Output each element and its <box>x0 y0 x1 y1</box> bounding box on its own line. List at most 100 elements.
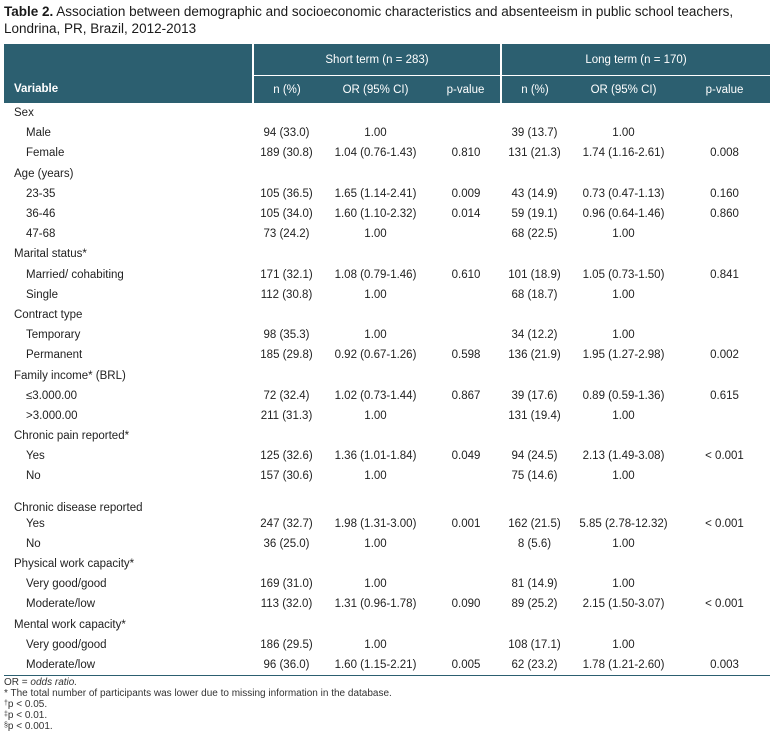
cell-or-short: 1.60 (1.10-2.32) <box>334 208 417 221</box>
cell-n-pct-long: 39 (17.6) <box>511 389 558 402</box>
cell-p-short <box>431 574 501 594</box>
cell-n-pct-long <box>501 305 568 325</box>
cell-p-long: < 0.001 <box>705 517 744 530</box>
cell-n-pct-long: 101 (18.9) <box>508 268 561 281</box>
cell-p-long: < 0.001 <box>705 598 744 611</box>
cell-or-short: 1.00 <box>364 288 387 301</box>
table-row: Married/ cohabiting 171 (32.1) 1.08 (0.79-… <box>4 265 770 285</box>
table-row: Moderate/low 113 (32.0) 1.31 (0.96-1.78) 0.… <box>4 594 770 614</box>
row-label: 23-35 <box>26 187 56 200</box>
cell-n-pct-long <box>501 365 568 385</box>
cell-p-short <box>431 164 501 184</box>
cell-n-pct-short: 247 (32.7) <box>260 517 313 530</box>
cell-or-short: 1.02 (0.73-1.44) <box>334 389 417 402</box>
cell-n-pct-long: 136 (21.9) <box>508 349 561 362</box>
cell-n-pct-short: 72 (32.4) <box>263 389 310 402</box>
cell-n-pct-short: 113 (32.0) <box>260 598 313 611</box>
cell-p-long: 0.841 <box>710 268 739 281</box>
footnote-or-italic: odds ratio. <box>30 677 78 688</box>
table-row: Female 189 (30.8) 1.04 (0.76-1.43) 0.810 131… <box>4 143 770 163</box>
cell-p-short <box>431 534 501 554</box>
table-footnotes: OR = odds ratio. * The total number of p… <box>4 677 764 732</box>
cell-or-long: 2.15 (1.50-3.07) <box>582 598 665 611</box>
cell-p-long <box>679 534 770 554</box>
cell-n-pct-short: 36 (25.0) <box>263 537 310 550</box>
row-label: Single <box>26 288 58 301</box>
cell-p-short: 0.610 <box>451 268 481 281</box>
header-or-short: OR (95% CI) <box>320 75 431 103</box>
footnote-p01: ‡p < 0.01. <box>4 710 764 721</box>
cell-n-pct-short: 105 (34.0) <box>260 208 313 221</box>
cell-n-pct-long: 43 (14.9) <box>511 187 558 200</box>
cell-p-short <box>431 123 501 143</box>
cell-p-short: 0.005 <box>431 654 501 677</box>
cell-n-pct-short <box>253 365 320 385</box>
cell-or-long <box>568 615 679 635</box>
category-label: Chronic disease reported <box>14 501 143 514</box>
cell-p-long <box>679 244 770 264</box>
table-body: Sex Male 94 (33.0) 1.00 39 (13.7) 1.00 Female 1… <box>4 103 770 677</box>
table-row: 36-46 105 (34.0) 1.60 (1.10-2.32) 0.014 59 (… <box>4 204 770 224</box>
cell-p-short: 0.598 <box>451 349 481 362</box>
cell-or-long: 1.00 <box>612 638 635 651</box>
table-row: Single 112 (30.8) 1.00 68 (18.7) 1.00 <box>4 285 770 305</box>
table-row: >3.000.00 211 (31.3) 1.00 131 (19.4) 1.00 <box>4 406 770 426</box>
cell-or-long <box>568 305 679 325</box>
cell-p-long <box>679 164 770 184</box>
category-row: Age (years) <box>4 164 770 184</box>
cell-n-pct-long: 62 (23.2) <box>501 654 568 677</box>
cell-or-short: 1.00 <box>364 329 387 342</box>
cell-p-short: 0.867 <box>451 389 481 402</box>
table-row: Very good/good 186 (29.5) 1.00 108 (17.1) 1.… <box>4 635 770 655</box>
cell-or-long: 0.89 (0.59-1.36) <box>582 389 665 402</box>
cell-or-short: 1.00 <box>364 470 387 483</box>
header-group-short-term: Short term (n = 283) <box>252 44 501 76</box>
category-label: Chronic pain reported* <box>14 430 130 443</box>
row-label: Temporary <box>26 329 81 342</box>
table-row: Temporary 98 (35.3) 1.00 34 (12.2) 1.00 <box>4 325 770 345</box>
table-caption-text: Association between demographic and soci… <box>4 4 734 36</box>
cell-p-long: 0.002 <box>710 349 739 362</box>
cell-or-long <box>568 554 679 574</box>
cell-n-pct-short <box>253 305 320 325</box>
footnote-p01-mark: ‡ <box>4 711 8 718</box>
cell-or-long <box>568 244 679 264</box>
cell-or-short <box>320 487 431 514</box>
category-label: Contract type <box>14 308 83 321</box>
category-row: Chronic pain reported* <box>4 426 770 446</box>
category-row: Marital status* <box>4 244 770 264</box>
row-label: Permanent <box>26 349 83 362</box>
cell-n-pct-short <box>253 615 320 635</box>
cell-p-long <box>679 635 770 655</box>
cell-n-pct-long <box>501 615 568 635</box>
cell-n-pct-long: 162 (21.5) <box>508 517 561 530</box>
cell-n-pct-long: 59 (19.1) <box>511 208 558 221</box>
cell-n-pct-long: 8 (5.6) <box>517 537 552 550</box>
table-row: Yes 247 (32.7) 1.98 (1.31-3.00) 0.001 162 (2… <box>4 514 770 534</box>
cell-or-short: 1.00 <box>364 537 387 550</box>
category-row: Family income* (BRL) <box>4 365 770 385</box>
results-table: Short term (n = 283) Long term (n = 170)… <box>4 44 770 677</box>
cell-p-short <box>431 103 501 123</box>
category-label: Physical work capacity* <box>14 558 135 571</box>
cell-or-short <box>320 244 431 264</box>
cell-n-pct-short <box>253 487 320 514</box>
footnote-p001-mark: § <box>4 722 8 729</box>
cell-n-pct-short: 186 (29.5) <box>260 638 313 651</box>
cell-p-long <box>679 123 770 143</box>
cell-n-pct-short: 98 (35.3) <box>263 329 310 342</box>
cell-p-short: 0.049 <box>451 450 481 463</box>
cell-n-pct-short: 73 (24.2) <box>263 228 310 241</box>
footnote-or-prefix: OR = <box>4 677 31 688</box>
footnote-p05: †p < 0.05. <box>4 699 764 710</box>
row-label: Moderate/low <box>26 598 96 611</box>
category-row: Physical work capacity* <box>4 554 770 574</box>
cell-or-long: 2.13 (1.49-3.08) <box>582 450 665 463</box>
cell-n-pct-long: 131 (19.4) <box>508 409 561 422</box>
cell-or-short: 1.36 (1.01-1.84) <box>334 450 417 463</box>
cell-p-long <box>679 487 770 514</box>
cell-p-long <box>679 365 770 385</box>
cell-n-pct-long: 39 (13.7) <box>511 127 558 140</box>
cell-or-short: 1.08 (0.79-1.46) <box>334 268 417 281</box>
cell-n-pct-long: 75 (14.6) <box>511 470 558 483</box>
